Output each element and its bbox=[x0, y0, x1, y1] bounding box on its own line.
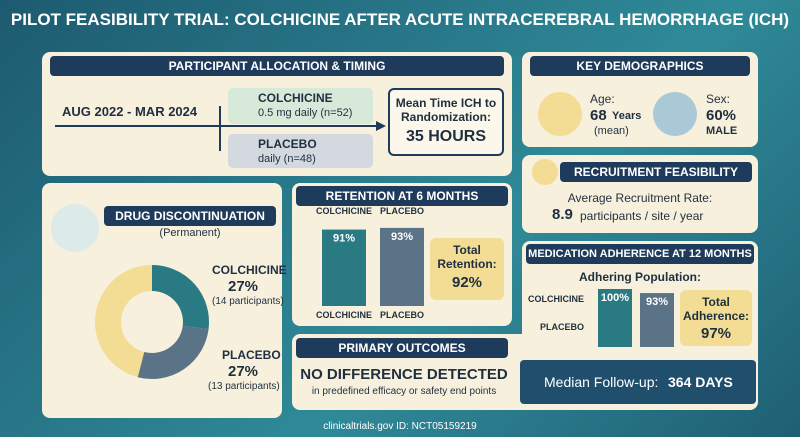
donut-slice bbox=[151, 265, 209, 330]
arm-name: COLCHICINE bbox=[258, 91, 333, 105]
adherence-subheader: Adhering Population: bbox=[579, 270, 701, 284]
note: (13 participants) bbox=[208, 381, 280, 392]
recruitment-unit: participants / site / year bbox=[580, 209, 704, 223]
sex-icon bbox=[653, 92, 697, 136]
value-label: 100% bbox=[601, 292, 629, 304]
recruitment-label: Average Recruitment Rate: bbox=[567, 191, 713, 205]
value-label: 91% bbox=[333, 233, 355, 245]
arm-name: PLACEBO bbox=[258, 137, 317, 151]
retention-total-label: Total Retention: bbox=[437, 243, 497, 271]
sex-note: MALE bbox=[706, 125, 738, 137]
bar bbox=[380, 227, 424, 306]
adherence-total-value: 97% bbox=[700, 325, 732, 342]
outcomes-headline: NO DIFFERENCE DETECTED bbox=[300, 366, 508, 383]
adherence-total-box bbox=[680, 290, 752, 346]
period: AUG 2022 - MAR 2024 bbox=[62, 104, 198, 119]
recruitment-value: 8.9 bbox=[552, 206, 573, 223]
outcomes-header: PRIMARY OUTCOMES bbox=[296, 338, 508, 358]
category-label: COLCHICINE bbox=[316, 206, 372, 216]
followup-value: 364 DAYS bbox=[668, 374, 733, 390]
bar bbox=[598, 289, 632, 347]
category-label: PLACEBO bbox=[540, 322, 585, 332]
followup-banner bbox=[520, 360, 756, 404]
note: (14 participants) bbox=[212, 296, 284, 307]
allocation-header: PARTICIPANT ALLOCATION & TIMING bbox=[50, 56, 504, 76]
age-note: (mean) bbox=[594, 125, 629, 137]
value-label: 27% bbox=[228, 363, 259, 380]
age-label: Age: bbox=[590, 92, 615, 106]
category-label: PLACEBO bbox=[380, 310, 424, 320]
retention-total-value: 92% bbox=[451, 274, 483, 291]
category-label: COLCHICINE bbox=[528, 294, 584, 304]
placebo-box bbox=[228, 134, 373, 168]
discontinuation-subheader: (Permanent) bbox=[159, 227, 221, 239]
category-label: PLACEBO bbox=[380, 206, 424, 216]
footer: clinicaltrials.gov ID: NCT05159219 bbox=[323, 421, 477, 432]
arrowhead bbox=[376, 121, 386, 131]
recruitment-header: RECRUITMENT FEASIBILITY bbox=[560, 162, 752, 182]
mean-time-box bbox=[388, 88, 504, 156]
arm-detail: daily (n=48) bbox=[258, 153, 316, 165]
legend-name: COLCHICINE bbox=[212, 263, 287, 277]
value-label: 93% bbox=[391, 231, 413, 243]
drug-icon bbox=[51, 204, 99, 252]
donut-slice bbox=[137, 325, 209, 379]
discontinuation-header: DRUG DISCONTINUATION bbox=[104, 206, 276, 226]
bar bbox=[322, 229, 366, 306]
legend-name: PLACEBO bbox=[222, 348, 281, 362]
outcomes-detail: in predefined efficacy or safety end poi… bbox=[311, 386, 497, 397]
sex-label: Sex: bbox=[706, 92, 731, 106]
pin-icon bbox=[532, 159, 558, 185]
title: PILOT FEASIBILITY TRIAL: COLCHICINE AFTE… bbox=[10, 10, 790, 29]
category-label: COLCHICINE bbox=[316, 310, 372, 320]
demographics-header: KEY DEMOGRAPHICS bbox=[530, 56, 750, 76]
sex-value: 60% bbox=[706, 107, 737, 124]
adherence-total-label: Total Adherence: bbox=[682, 295, 750, 323]
colchicine-box bbox=[228, 88, 373, 124]
mean-time-label: Mean Time ICH to Randomization: bbox=[395, 96, 497, 124]
value-label: 93% bbox=[646, 296, 668, 308]
mean-time-value: 35 HOURS bbox=[405, 128, 487, 145]
adherence-header: MEDICATION ADHERENCE AT 12 MONTHS bbox=[526, 244, 754, 264]
value-label: 27% bbox=[228, 278, 259, 295]
arm-detail: 0.5 mg daily (n=52) bbox=[258, 107, 353, 119]
age-unit: Years bbox=[612, 110, 642, 122]
bar bbox=[640, 293, 674, 347]
retention-header: RETENTION AT 6 MONTHS bbox=[296, 186, 508, 206]
age-value: 68 bbox=[590, 107, 607, 124]
followup-label: Median Follow-up: bbox=[544, 374, 659, 390]
age-icon bbox=[538, 92, 582, 136]
retention-total-box bbox=[430, 238, 504, 300]
